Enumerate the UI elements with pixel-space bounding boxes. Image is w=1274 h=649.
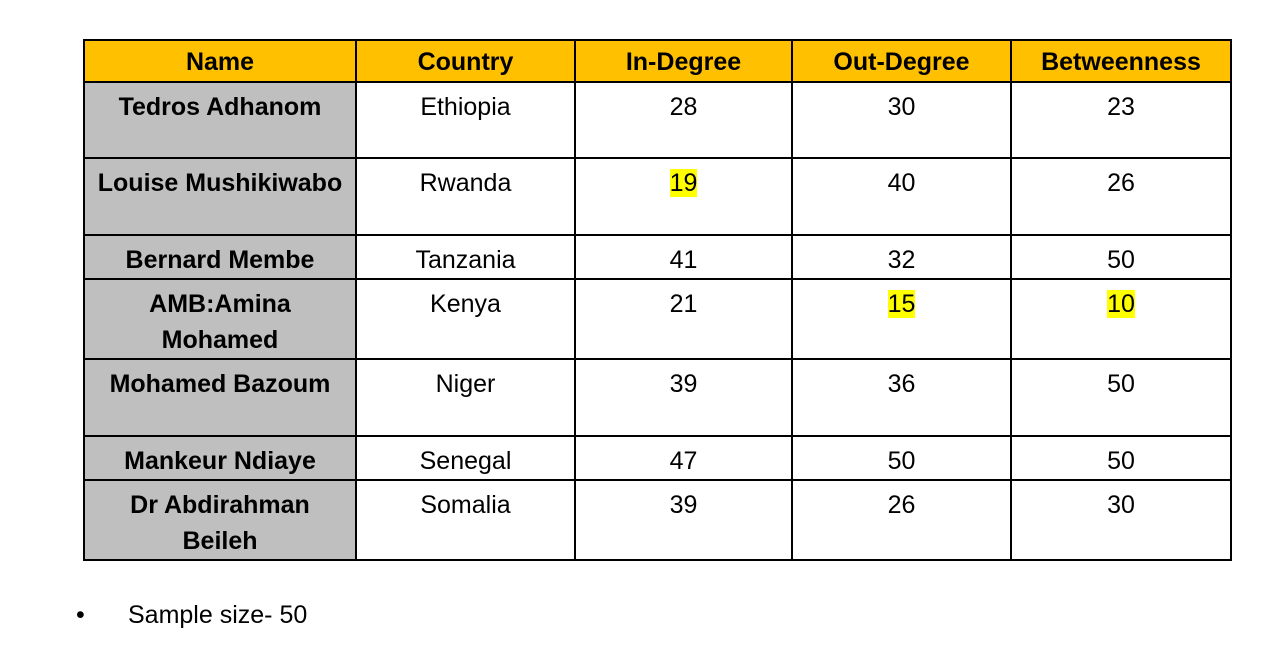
cell-text: 28 [669, 93, 698, 121]
cell-text: 10 [1107, 290, 1135, 318]
cell-text: Tedros Adhanom [118, 93, 322, 121]
cell-text: 50 [1107, 246, 1135, 274]
cell-text: 23 [1107, 93, 1135, 121]
table-row: Bernard Membe Tanzania 41 32 50 [83, 234, 1232, 280]
table-cell: 40 [791, 157, 1012, 236]
table-cell: 32 [791, 234, 1012, 280]
table-cell: 50 [1010, 234, 1232, 280]
table-body: Tedros Adhanom Ethiopia 28 30 23 Louise Mushi… [83, 81, 1232, 561]
name-cell: Mohamed Bazoum [83, 358, 357, 437]
table-cell: 36 [791, 358, 1012, 437]
cell-text: Mankeur Ndiaye [124, 447, 316, 475]
cell-text: Ethiopia [420, 93, 511, 121]
table-cell: 50 [1010, 435, 1232, 481]
cell-text: Senegal [419, 447, 512, 475]
header-cell: Betweenness [1010, 39, 1232, 83]
table-cell: Rwanda [355, 157, 576, 236]
header-cell: Name [83, 39, 357, 83]
data-table: Name Country In-Degree Out-Degree Betweennes… [83, 39, 1232, 561]
table-cell: 50 [1010, 358, 1232, 437]
cell-text: 47 [669, 447, 698, 475]
cell-text: 39 [669, 491, 698, 519]
table-cell: 10 [1010, 278, 1232, 360]
header-cell: Out-Degree [791, 39, 1012, 83]
table-cell: 15 [791, 278, 1012, 360]
cell-text: 30 [1107, 491, 1135, 519]
cell-text: Niger [435, 370, 496, 398]
table-cell: Kenya [355, 278, 576, 360]
bullet: • [76, 601, 85, 629]
table-cell: 39 [574, 358, 793, 437]
cell-text: Mohamed Bazoum [109, 370, 331, 398]
name-cell: Bernard Membe [83, 234, 357, 280]
cell-text: 32 [887, 246, 916, 274]
table-cell: 50 [791, 435, 1012, 481]
name-cell: Tedros Adhanom [83, 81, 357, 159]
cell-text: Somalia [420, 491, 511, 519]
cell-text: Tanzania [415, 246, 516, 274]
header-cell: In-Degree [574, 39, 793, 83]
table-cell: 39 [574, 479, 793, 561]
note: • Sample size- 50 [76, 598, 307, 632]
header-cell: Country [355, 39, 576, 83]
table-cell: 41 [574, 234, 793, 280]
cell-text: 50 [1107, 447, 1135, 475]
cell-text: 41 [669, 246, 698, 274]
table-cell: Niger [355, 358, 576, 437]
table-cell: 26 [791, 479, 1012, 561]
table-row: Mankeur Ndiaye Senegal 47 50 50 [83, 435, 1232, 481]
table-cell: Somalia [355, 479, 576, 561]
cell-text: Dr Abdirahman Beileh [130, 491, 310, 555]
table-row: Louise Mushikiwabo Rwanda 19 40 26 [83, 157, 1232, 236]
cell-text: 26 [887, 491, 916, 519]
cell-text: 39 [669, 370, 698, 398]
cell-text: 15 [887, 290, 916, 318]
note-text: Sample size- 50 [128, 601, 308, 629]
table-cell: 23 [1010, 81, 1232, 159]
table-cell: Ethiopia [355, 81, 576, 159]
cell-text: AMB:Amina Mohamed [149, 290, 291, 354]
cell-text: 26 [1107, 169, 1135, 197]
table-cell: 30 [791, 81, 1012, 159]
cell-text: 50 [887, 447, 916, 475]
table-cell: 28 [574, 81, 793, 159]
table-row: AMB:Amina Mohamed Kenya 21 15 10 [83, 278, 1232, 360]
cell-text: Louise Mushikiwabo [97, 169, 343, 197]
table-cell: 26 [1010, 157, 1232, 236]
cell-text: 40 [887, 169, 916, 197]
name-cell: Mankeur Ndiaye [83, 435, 357, 481]
cell-text: 50 [1107, 370, 1135, 398]
table-cell: 19 [574, 157, 793, 236]
name-cell: AMB:Amina Mohamed [83, 278, 357, 360]
table-cell: 47 [574, 435, 793, 481]
table-cell: 21 [574, 278, 793, 360]
table-row: Dr Abdirahman Beileh Somalia 39 26 30 [83, 479, 1232, 561]
name-cell: Dr Abdirahman Beileh [83, 479, 357, 561]
cell-text: 36 [887, 370, 916, 398]
table-cell: 30 [1010, 479, 1232, 561]
cell-text: 21 [669, 290, 698, 318]
cell-text: 19 [669, 169, 698, 197]
cell-text: 30 [887, 93, 916, 121]
header-row: Name Country In-Degree Out-Degree Betweennes… [83, 39, 1232, 83]
table-cell: Senegal [355, 435, 576, 481]
table-row: Mohamed Bazoum Niger 39 36 50 [83, 358, 1232, 437]
table-row: Tedros Adhanom Ethiopia 28 30 23 [83, 81, 1232, 159]
cell-text: Rwanda [419, 169, 512, 197]
table-cell: Tanzania [355, 234, 576, 280]
cell-text: Kenya [430, 290, 501, 318]
cell-text: Bernard Membe [125, 246, 315, 274]
name-cell: Louise Mushikiwabo [83, 157, 357, 236]
table-header: Name Country In-Degree Out-Degree Betweennes… [83, 39, 1232, 83]
